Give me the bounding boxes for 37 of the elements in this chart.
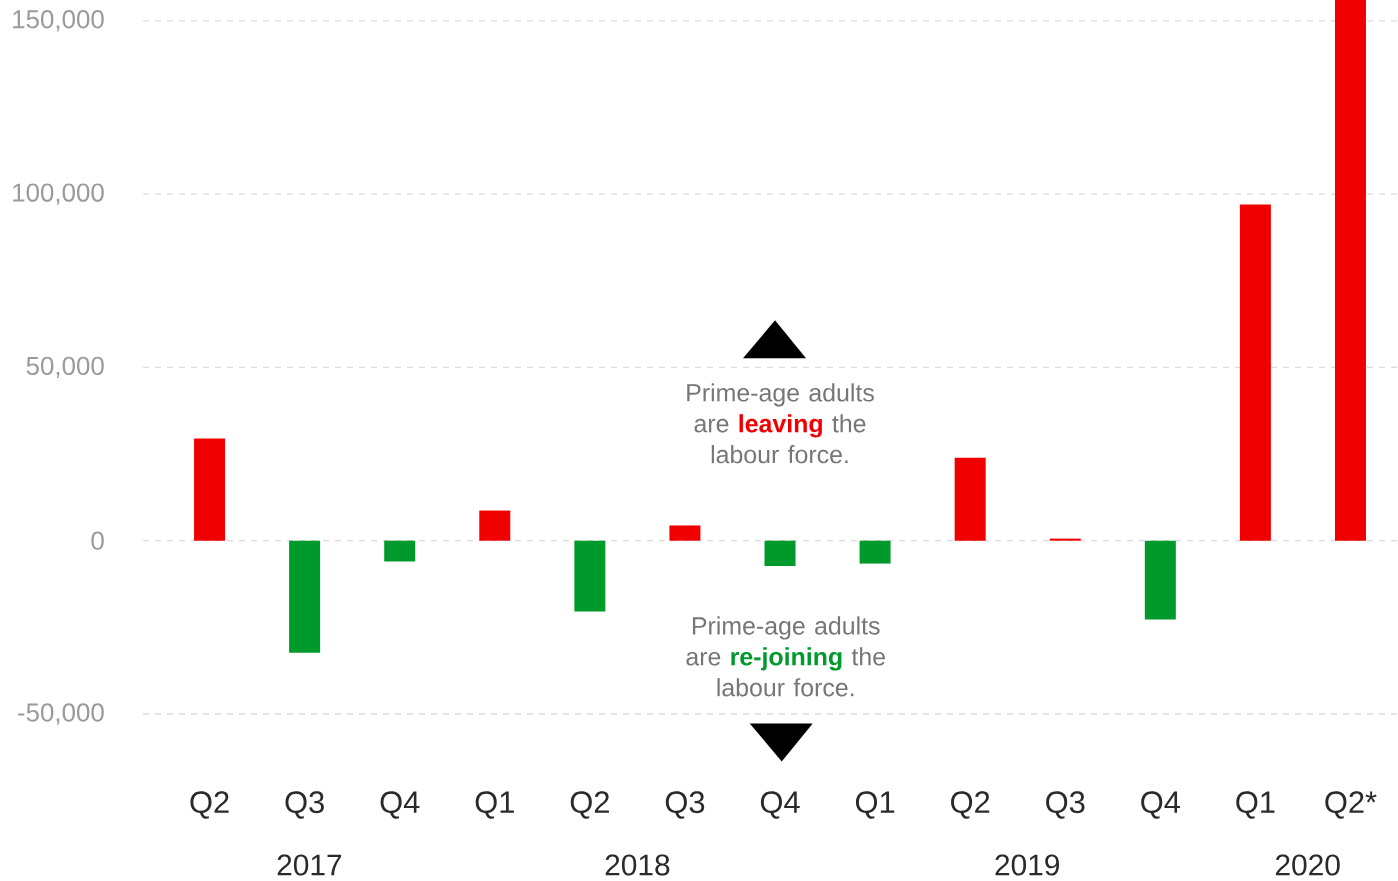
- bar: [479, 510, 511, 541]
- annotation: Prime-age adults are re-joining the labour force.: [686, 616, 885, 697]
- annotation: Prime-age adults are leaving the labour force.: [687, 383, 874, 464]
- x-tick-label: Q4: [760, 791, 800, 819]
- y-tick-label: 50,000: [26, 356, 104, 379]
- bar: [384, 540, 416, 562]
- y-tick-label: 150,000: [13, 10, 104, 32]
- x-tick-label: Q3: [1046, 791, 1085, 819]
- x-tick-label: Q2*: [1325, 791, 1377, 819]
- y-tick-label: 0: [91, 531, 104, 550]
- x-tick-label: Q2: [570, 791, 609, 819]
- x-tick-label: Q1: [855, 791, 895, 819]
- text: 2017: [277, 854, 342, 876]
- x-tick-label: Q1: [1236, 791, 1275, 819]
- bar: [764, 540, 796, 566]
- bar: [1049, 538, 1081, 541]
- y-tick-label: 100,000: [13, 183, 104, 205]
- x-tick-label: Q1: [475, 791, 514, 819]
- bar: [574, 540, 606, 612]
- bar: [289, 540, 321, 653]
- x-tick-label: Q3: [665, 791, 705, 819]
- text: 2018: [605, 854, 670, 876]
- x-tick-label: Q4: [1141, 791, 1181, 819]
- y-tick-label: -50,000: [18, 703, 104, 725]
- bar: [669, 525, 701, 541]
- x-tick-label: Q2: [951, 791, 990, 819]
- x-tick-label: Q3: [285, 791, 324, 819]
- bar: [194, 438, 226, 541]
- x-tick-label: Q2: [190, 791, 229, 819]
- text: 2019: [995, 854, 1060, 876]
- text: 2020: [1275, 854, 1340, 876]
- bar: [954, 457, 986, 541]
- bar: [1144, 540, 1176, 620]
- bar: [859, 540, 891, 564]
- bar: [1334, 0, 1366, 541]
- x-tick-label: Q4: [380, 791, 420, 819]
- bar: [1239, 204, 1271, 541]
